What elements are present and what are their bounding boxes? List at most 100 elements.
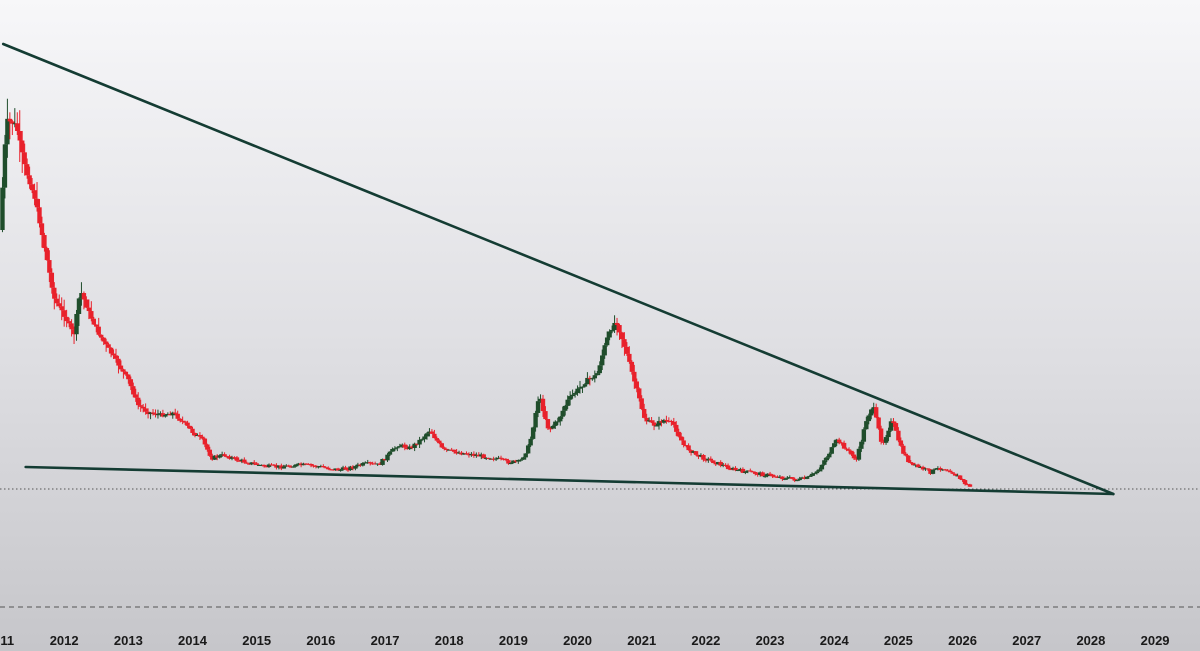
candle-body bbox=[24, 164, 30, 176]
candle-body bbox=[513, 460, 519, 462]
candle-body bbox=[158, 413, 163, 415]
candle-body bbox=[666, 420, 672, 422]
candle-body bbox=[590, 378, 595, 380]
candle-body bbox=[735, 469, 741, 471]
candle-body bbox=[484, 457, 489, 459]
candle-body bbox=[454, 451, 459, 454]
candle-body bbox=[165, 413, 171, 415]
candle-body bbox=[713, 463, 718, 465]
candle-body bbox=[908, 462, 913, 464]
candle-body bbox=[29, 184, 35, 191]
candle-body bbox=[481, 454, 486, 459]
candle-body bbox=[740, 468, 746, 473]
candle-body bbox=[876, 417, 881, 429]
candle-body bbox=[780, 476, 785, 480]
candles-layer bbox=[0, 98, 973, 487]
candle-body bbox=[422, 436, 427, 440]
candle-body bbox=[476, 454, 482, 457]
candle-body bbox=[121, 369, 126, 372]
candle-body bbox=[365, 462, 370, 464]
candle-body bbox=[313, 465, 319, 467]
candle-body bbox=[286, 465, 291, 467]
candle-body bbox=[708, 458, 714, 461]
candle-body bbox=[279, 465, 284, 469]
x-tick-label: 2014 bbox=[178, 633, 208, 648]
candle-body bbox=[232, 457, 237, 459]
candle-body bbox=[679, 436, 684, 441]
candle-body bbox=[202, 438, 208, 445]
lines-layer bbox=[0, 42, 1200, 608]
candle-body bbox=[750, 471, 755, 473]
candle-body bbox=[303, 463, 309, 465]
candle-body bbox=[765, 473, 770, 477]
candle-body bbox=[66, 321, 72, 324]
candle-body bbox=[627, 353, 632, 362]
candle-body bbox=[242, 459, 247, 463]
candle-body bbox=[595, 373, 600, 376]
candle-body bbox=[671, 421, 676, 425]
candle-body bbox=[728, 469, 733, 471]
candle-body bbox=[382, 458, 388, 461]
candle-body bbox=[148, 412, 153, 415]
candle-body bbox=[380, 458, 385, 465]
candle-body bbox=[108, 347, 114, 354]
candle-body bbox=[535, 401, 541, 413]
candle-body bbox=[533, 412, 538, 428]
candle-body bbox=[439, 443, 444, 448]
candle-body bbox=[432, 433, 437, 439]
candle-body bbox=[20, 140, 25, 153]
candle-body bbox=[762, 476, 768, 478]
candle-body bbox=[948, 470, 953, 473]
candle-body bbox=[348, 466, 353, 471]
candle-body bbox=[674, 424, 679, 432]
candle-body bbox=[945, 470, 950, 472]
x-tick-label: 2029 bbox=[1141, 633, 1170, 648]
candle-body bbox=[733, 467, 738, 471]
candle-body bbox=[269, 464, 274, 466]
candle-body bbox=[886, 430, 891, 438]
candle-body bbox=[597, 365, 602, 374]
candle-body bbox=[34, 198, 40, 208]
candle-body bbox=[214, 455, 220, 458]
candle-body bbox=[160, 413, 166, 417]
candle-body bbox=[496, 457, 501, 459]
candle-body bbox=[79, 293, 84, 299]
candle-body bbox=[525, 445, 531, 454]
candle-body bbox=[955, 475, 960, 477]
candle-body bbox=[133, 394, 138, 398]
candle-body bbox=[696, 454, 701, 457]
candle-body bbox=[449, 449, 454, 451]
candle-body bbox=[683, 445, 689, 447]
candle-body bbox=[5, 118, 10, 145]
candle-body bbox=[602, 345, 607, 356]
candle-body bbox=[550, 425, 556, 429]
candle-body bbox=[883, 437, 889, 443]
candle-body bbox=[943, 469, 948, 471]
candle-body bbox=[2, 144, 8, 188]
candle-body bbox=[906, 455, 911, 463]
candle-body bbox=[239, 459, 245, 461]
candle-body bbox=[375, 463, 380, 465]
candle-body bbox=[306, 463, 311, 465]
candle-body bbox=[94, 324, 99, 327]
candle-body bbox=[293, 464, 299, 467]
candle-body bbox=[340, 467, 346, 470]
candle-body bbox=[237, 460, 242, 462]
candle-body bbox=[387, 451, 393, 455]
candle-body bbox=[96, 326, 101, 335]
candle-body bbox=[461, 453, 467, 455]
candle-body bbox=[967, 484, 973, 487]
candle-body bbox=[760, 472, 765, 477]
candle-body bbox=[545, 419, 551, 429]
x-tick-label: 2020 bbox=[563, 633, 592, 648]
candle-body bbox=[298, 463, 304, 466]
candle-body bbox=[316, 466, 321, 468]
candle-body bbox=[849, 450, 854, 455]
candle-body bbox=[190, 428, 195, 433]
candle-body bbox=[832, 443, 837, 448]
candle-body bbox=[52, 287, 57, 299]
candle-body bbox=[918, 466, 923, 468]
candle-body bbox=[345, 469, 351, 471]
candle-body bbox=[634, 381, 639, 389]
